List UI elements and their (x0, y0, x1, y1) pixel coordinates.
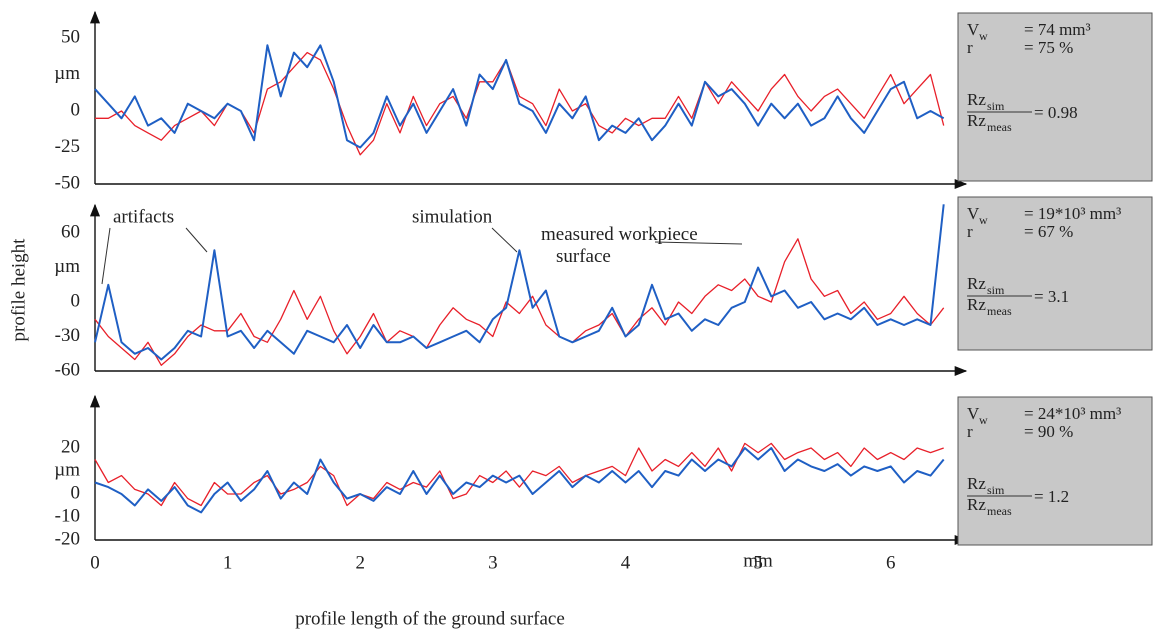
ratio-value: = 0.98 (1034, 103, 1078, 122)
info-value: = 19*10³ mm³ (1024, 204, 1121, 223)
x-tick-label: 0 (90, 552, 100, 573)
y-tick-label: -60 (55, 359, 80, 380)
y-tick-label: -10 (55, 505, 80, 526)
info-value: = 24*10³ mm³ (1024, 404, 1121, 423)
ratio-denominator: Rz (967, 495, 986, 514)
ratio-denominator: Rz (967, 111, 986, 130)
info-value: = 75 % (1024, 38, 1073, 57)
ratio-numerator: Rz (967, 90, 986, 109)
x-unit: mm (743, 550, 773, 571)
x-tick-label: 5 (753, 552, 763, 573)
series-line (94, 204, 945, 361)
series-line (94, 238, 945, 366)
y-tick-label: 0 (71, 290, 81, 311)
info-label: r (967, 422, 973, 441)
ratio-numerator: Rz (967, 274, 986, 293)
info-label: V (967, 20, 980, 39)
ratio-numerator-sub: sim (987, 283, 1005, 297)
ratio-denominator-sub: meas (987, 504, 1012, 518)
ratio-value: = 3.1 (1034, 287, 1069, 306)
leader-line (654, 241, 743, 245)
leader-line (185, 227, 208, 253)
info-value: = 74 mm³ (1024, 20, 1091, 39)
y-unit: µm (54, 63, 80, 84)
leader-line (491, 227, 518, 253)
ratio-numerator-sub: sim (987, 483, 1005, 497)
x-axis-label: profile length of the ground surface (295, 608, 565, 629)
info-label: r (967, 38, 973, 57)
y-tick-label: -30 (55, 325, 80, 346)
info-box (957, 396, 1153, 546)
info-label: V (967, 404, 980, 423)
y-tick-label: 60 (61, 221, 80, 242)
y-tick-label: -50 (55, 172, 80, 193)
info-box (957, 196, 1153, 351)
y-tick-label: 20 (61, 436, 80, 457)
x-tick-label: 2 (355, 552, 365, 573)
ratio-denominator: Rz (967, 295, 986, 314)
y-tick-label: 50 (61, 26, 80, 47)
y-tick-label: -20 (55, 528, 80, 549)
series-label: simulation (412, 206, 493, 227)
y-tick-label: 0 (71, 482, 81, 503)
series-label: measured workpiece surface (541, 224, 702, 267)
annotation: artifacts (113, 206, 174, 227)
ratio-denominator-sub: meas (987, 120, 1012, 134)
info-box (957, 12, 1153, 182)
info-subscript: w (979, 413, 988, 427)
info-subscript: w (979, 29, 988, 43)
series-line (94, 442, 944, 507)
x-tick-label: 3 (488, 552, 498, 573)
info-value: = 67 % (1024, 222, 1073, 241)
ratio-numerator-sub: sim (987, 99, 1005, 113)
y-tick-label: -25 (55, 136, 80, 157)
y-axis-label: profile height (8, 238, 29, 342)
ratio-denominator-sub: meas (987, 304, 1012, 318)
x-tick-label: 6 (886, 552, 896, 573)
info-label: r (967, 222, 973, 241)
info-value: = 90 % (1024, 422, 1073, 441)
y-unit: µm (54, 256, 80, 277)
series-line (94, 44, 945, 149)
ratio-value: = 1.2 (1034, 487, 1069, 506)
series-line (94, 447, 945, 514)
y-unit: µm (54, 459, 80, 480)
leader-line (101, 227, 111, 285)
y-tick-label: 0 (71, 99, 81, 120)
ratio-numerator: Rz (967, 474, 986, 493)
x-tick-label: 1 (223, 552, 233, 573)
leader-lines (101, 227, 743, 285)
x-tick-label: 4 (621, 552, 631, 573)
info-subscript: w (979, 213, 988, 227)
info-label: V (967, 204, 980, 223)
